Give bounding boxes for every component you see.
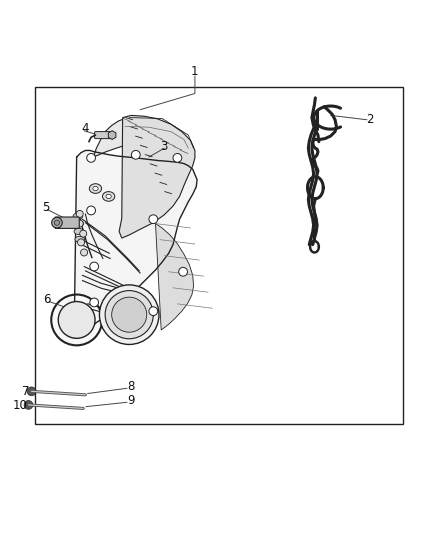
- Ellipse shape: [73, 213, 83, 219]
- Text: 1: 1: [191, 65, 199, 78]
- Circle shape: [149, 215, 158, 223]
- Circle shape: [87, 206, 95, 215]
- Circle shape: [51, 295, 102, 345]
- Circle shape: [90, 262, 99, 271]
- Ellipse shape: [74, 221, 84, 227]
- Text: 6: 6: [43, 293, 51, 306]
- Circle shape: [87, 154, 95, 162]
- Ellipse shape: [75, 236, 85, 243]
- Text: 8: 8: [128, 381, 135, 393]
- FancyBboxPatch shape: [95, 132, 110, 139]
- Text: 9: 9: [127, 394, 135, 407]
- Circle shape: [179, 268, 187, 276]
- Circle shape: [99, 285, 159, 344]
- Circle shape: [52, 217, 62, 228]
- Circle shape: [76, 220, 83, 227]
- Bar: [35, 87, 403, 424]
- Circle shape: [76, 211, 83, 217]
- Ellipse shape: [93, 187, 98, 191]
- Text: 7: 7: [21, 385, 29, 398]
- Text: 5: 5: [42, 201, 49, 214]
- Text: 4: 4: [81, 122, 89, 135]
- Text: 10: 10: [12, 399, 27, 412]
- Circle shape: [58, 302, 95, 338]
- Circle shape: [54, 220, 60, 225]
- Circle shape: [24, 400, 33, 409]
- Polygon shape: [155, 223, 194, 330]
- Circle shape: [80, 230, 87, 237]
- Circle shape: [112, 297, 147, 332]
- Circle shape: [81, 249, 88, 256]
- Polygon shape: [119, 115, 195, 238]
- Circle shape: [149, 307, 158, 316]
- Ellipse shape: [106, 194, 111, 199]
- Circle shape: [105, 290, 153, 339]
- Circle shape: [90, 298, 99, 307]
- Polygon shape: [74, 150, 197, 333]
- Ellipse shape: [102, 191, 115, 201]
- Circle shape: [27, 387, 36, 395]
- Polygon shape: [94, 117, 158, 156]
- Circle shape: [78, 239, 85, 246]
- Circle shape: [131, 150, 140, 159]
- Circle shape: [173, 154, 182, 162]
- FancyBboxPatch shape: [55, 217, 79, 229]
- Text: 3: 3: [161, 140, 168, 152]
- Ellipse shape: [74, 229, 84, 235]
- Ellipse shape: [89, 184, 102, 193]
- Text: 2: 2: [366, 114, 374, 126]
